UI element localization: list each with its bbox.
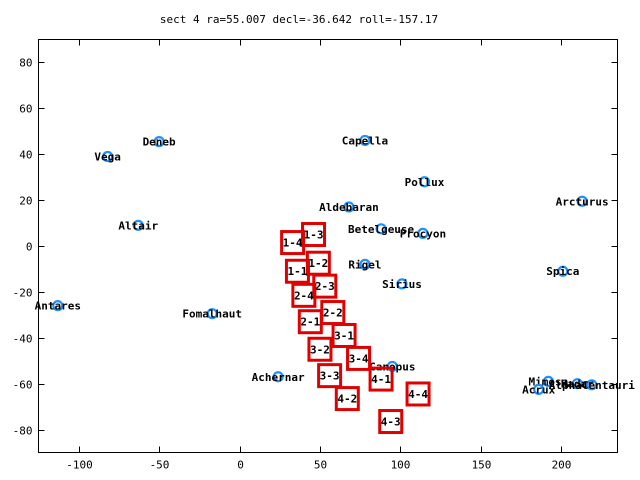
- sector-label: 4-4: [408, 388, 428, 401]
- star-marker: [418, 176, 431, 188]
- star-marker: [272, 371, 284, 383]
- star-marker: [571, 378, 583, 390]
- star-label: Sirius: [382, 278, 422, 291]
- star-label: Acrux: [522, 383, 555, 396]
- sector-label: 2-2: [323, 307, 343, 320]
- y-tick-label: -40: [13, 333, 33, 346]
- sector-label: 1-3: [304, 229, 324, 242]
- sector-box: [284, 258, 310, 284]
- sector-label: 2-4: [294, 289, 314, 302]
- star-label: Fomalhaut: [182, 308, 242, 321]
- y-tick-label: -20: [13, 287, 33, 300]
- star-label: Achernar: [252, 371, 305, 384]
- sector-box: [405, 381, 431, 407]
- sectors-layer: 1-31-4 1-21-1 2-32-4 2-22-1 3-1 3-2 3-4 3-3 4-1 4…: [280, 222, 431, 435]
- star-marker: [102, 150, 114, 163]
- star-marker: [533, 383, 545, 396]
- star-label: Capella: [342, 134, 388, 147]
- star-label: Betelgeuse: [348, 223, 415, 236]
- sector-box: [297, 309, 323, 335]
- sector-label: 4-2: [337, 393, 357, 406]
- star-marker: [375, 223, 387, 235]
- star-label: Spica: [546, 265, 579, 278]
- star-label: Antares: [35, 300, 81, 313]
- sector-box: [331, 322, 357, 348]
- sector-box: [368, 366, 394, 392]
- sector-label: 1-1: [288, 265, 308, 278]
- star-marker: [359, 134, 371, 147]
- star-marker: [132, 219, 144, 231]
- star-marker: [206, 308, 218, 320]
- star-marker: [359, 258, 371, 270]
- sector-label: 1-2: [308, 257, 328, 270]
- star-label: Aldebaran: [319, 201, 379, 214]
- star-marker: [576, 195, 588, 207]
- star-marker: [153, 136, 165, 148]
- sector-label: 3-1: [334, 329, 354, 342]
- sector-label: 1-4: [283, 237, 303, 250]
- x-tick-label: 150: [472, 459, 492, 472]
- sector-box: [280, 230, 306, 256]
- x-tick-label: -100: [66, 459, 93, 472]
- stars-layer: Deneb Vega Capella Pollux Arcturus Aldebaran A…: [35, 134, 636, 396]
- sector-label: 3-2: [310, 343, 330, 356]
- sector-label: 3-4: [349, 352, 369, 365]
- x-tick-label: 200: [552, 459, 572, 472]
- y-tick-label: 60: [19, 103, 32, 116]
- y-tick-label: -80: [13, 425, 33, 438]
- y-tick-label: 80: [19, 57, 32, 70]
- star-marker: [557, 265, 569, 277]
- y-tick-label: 0: [26, 241, 33, 254]
- axis-ticks: -100 -50 0 50 100 150 200 -80 -60 -40 -20 0 20 40 60 80: [13, 39, 618, 472]
- sector-label: 2-1: [300, 316, 320, 329]
- star-label: Altair: [118, 219, 158, 232]
- sector-label: 4-3: [381, 416, 401, 429]
- sector-box: [334, 386, 360, 412]
- star-label: Deneb: [143, 136, 176, 149]
- sector-box: [291, 282, 317, 308]
- sector-label: 4-1: [371, 373, 391, 386]
- chart-title: sect 4 ra=55.007 decl=-36.642 roll=-157.…: [160, 13, 438, 26]
- star-marker: [542, 375, 554, 387]
- sector-box: [317, 363, 343, 389]
- y-tick-label: 40: [19, 149, 32, 162]
- sector-label: 3-3: [320, 370, 340, 383]
- star-label: Procyon: [400, 227, 446, 240]
- x-tick-label: 50: [314, 459, 327, 472]
- y-tick-label: 20: [19, 195, 32, 208]
- star-marker: [343, 201, 355, 213]
- star-label: Vega: [94, 151, 121, 164]
- sector-box: [378, 409, 404, 435]
- star-marker: [396, 278, 408, 290]
- star-marker: [52, 300, 64, 312]
- x-tick-label: 0: [237, 459, 244, 472]
- star-label: Pollux: [405, 176, 445, 189]
- sector-box: [307, 336, 333, 362]
- y-tick-label: -60: [13, 379, 33, 392]
- star-label: AlphaCentauri: [549, 379, 635, 392]
- sector-box: [346, 345, 372, 371]
- x-tick-label: 100: [391, 459, 411, 472]
- star-marker: [586, 379, 598, 391]
- star-label: Hadar: [561, 378, 594, 391]
- star-label: Rigel: [348, 258, 381, 271]
- x-tick-label: -50: [150, 459, 170, 472]
- sector-label: 2-3: [315, 280, 335, 293]
- star-marker: [417, 227, 429, 239]
- star-label: Arcturus: [556, 195, 609, 208]
